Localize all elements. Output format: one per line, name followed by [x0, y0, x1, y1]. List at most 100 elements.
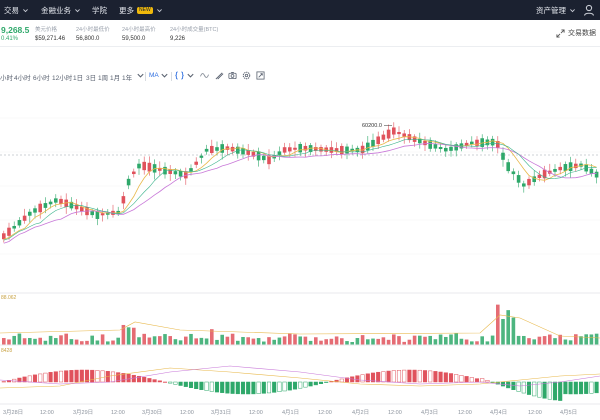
indicator-ma[interactable]: MA: [149, 72, 159, 79]
macd-bar: [48, 372, 53, 383]
interval-1m[interactable]: 1月: [110, 75, 121, 82]
interval-1w[interactable]: 1周: [98, 75, 109, 82]
volume-bar: [454, 333, 458, 345]
interval-1h[interactable]: 小时: [0, 75, 13, 82]
candle-body: [516, 175, 521, 183]
volume-bar: [298, 336, 302, 345]
macd-lines: [0, 365, 600, 389]
top-nav: 交易 金融业务 学院 更多 NEW 资产管理: [0, 0, 600, 20]
volume-bar: [589, 334, 594, 345]
interval-4h[interactable]: 4小时: [14, 75, 31, 82]
candle-body: [38, 203, 42, 213]
stat-24h-low: 24小时最低价 56,800.0: [76, 25, 110, 42]
volume-bar: [251, 338, 256, 345]
candle-body: [423, 140, 427, 146]
indicators-icon[interactable]: [175, 71, 184, 80]
candle-body: [225, 146, 230, 150]
candle-body: [64, 199, 68, 207]
candle-body: [158, 168, 162, 171]
macd-bar: [204, 381, 209, 391]
candle-body: [33, 208, 37, 213]
candle-body: [418, 139, 422, 144]
volume-bar: [516, 335, 521, 345]
volume-bar: [256, 338, 261, 345]
settings-icon[interactable]: [242, 71, 251, 80]
volume-bar: [293, 334, 297, 345]
interval-1y[interactable]: 1年: [122, 75, 133, 82]
volume-bar: [178, 340, 183, 345]
nav-finance[interactable]: 金融业务: [41, 5, 81, 16]
macd-bar: [121, 373, 126, 383]
volume-bar: [95, 340, 100, 345]
macd-bar: [230, 381, 235, 394]
volume-bar: [28, 337, 32, 345]
candle-body: [277, 151, 282, 155]
candle-body: [2, 233, 6, 240]
volume-bar: [158, 336, 162, 345]
macd-bar: [194, 381, 199, 389]
interval-12h[interactable]: 12小时: [52, 75, 73, 82]
camera-icon[interactable]: [228, 71, 237, 80]
macd-bar: [43, 372, 48, 383]
candle-body: [298, 143, 302, 153]
draw-icon[interactable]: [215, 71, 224, 80]
volume-bars: [2, 304, 599, 345]
line-tool-icon[interactable]: [200, 71, 209, 80]
interval-3d[interactable]: 3日: [86, 75, 97, 82]
interval-1d[interactable]: 1日: [73, 75, 84, 82]
x-axis-label: 12:00: [388, 410, 402, 416]
nav-more[interactable]: 更多 NEW: [119, 5, 163, 16]
nav-academy[interactable]: 学院: [92, 5, 107, 16]
volume-bar: [282, 336, 287, 345]
candle-body: [69, 201, 74, 209]
volume-bar: [38, 337, 42, 345]
candle-body: [7, 227, 11, 236]
volume-bar: [314, 337, 318, 345]
macd-bar: [251, 381, 256, 395]
volume-bar: [574, 334, 578, 345]
macd-bar: [100, 370, 105, 383]
volume-bar: [412, 335, 417, 345]
candle-body: [80, 206, 84, 212]
candle-body: [511, 171, 516, 175]
macd-bar: [516, 381, 521, 392]
nav-trade[interactable]: 交易: [4, 5, 29, 16]
macd-bar: [469, 377, 474, 383]
volume-bar: [126, 327, 131, 345]
candle-body: [28, 211, 32, 216]
fullscreen-icon[interactable]: [256, 71, 265, 80]
last-price-block: 9,268.5 0.41%: [1, 25, 29, 42]
candle-body: [95, 210, 100, 219]
volume-bar: [277, 337, 282, 345]
candle-body: [236, 146, 240, 154]
chevron-down-icon[interactable]: [136, 71, 145, 80]
volume-bar: [334, 336, 339, 345]
chevron-down-icon[interactable]: [186, 71, 195, 80]
candle-body: [194, 161, 198, 165]
trade-data-button[interactable]: 交易数据: [556, 28, 596, 38]
macd-bar: [308, 381, 313, 387]
volume-bar: [308, 340, 313, 345]
macd-bar: [412, 369, 417, 383]
x-axis-label: 12:00: [528, 410, 542, 416]
volume-bar: [80, 341, 84, 345]
macd-bar: [324, 381, 329, 383]
x-axis-label: 3月31日: [211, 409, 231, 416]
nav-asset-management[interactable]: 资产管理: [536, 5, 576, 16]
interval-6h[interactable]: 6小时: [33, 75, 50, 82]
user-icon[interactable]: [582, 3, 596, 17]
macd-bar: [381, 371, 386, 383]
ma-line-mid: [3, 138, 597, 241]
volume-bar: [444, 336, 448, 345]
resize-icon: [556, 28, 565, 38]
candle-body: [288, 147, 292, 152]
macd-bar: [277, 381, 282, 392]
volume-bar: [262, 341, 266, 345]
volume-bar: [366, 339, 370, 345]
chevron-down-icon[interactable]: [160, 71, 169, 80]
macd-bar: [220, 381, 225, 393]
volume-bar: [548, 334, 552, 345]
stat-24h-high: 24小时最高价 59,500.0: [122, 25, 156, 42]
macd-bar: [376, 371, 381, 383]
kline-chart[interactable]: 60200.0 88.062 8428 3月28日 12:00 3月29日 12:00…: [0, 84, 600, 420]
